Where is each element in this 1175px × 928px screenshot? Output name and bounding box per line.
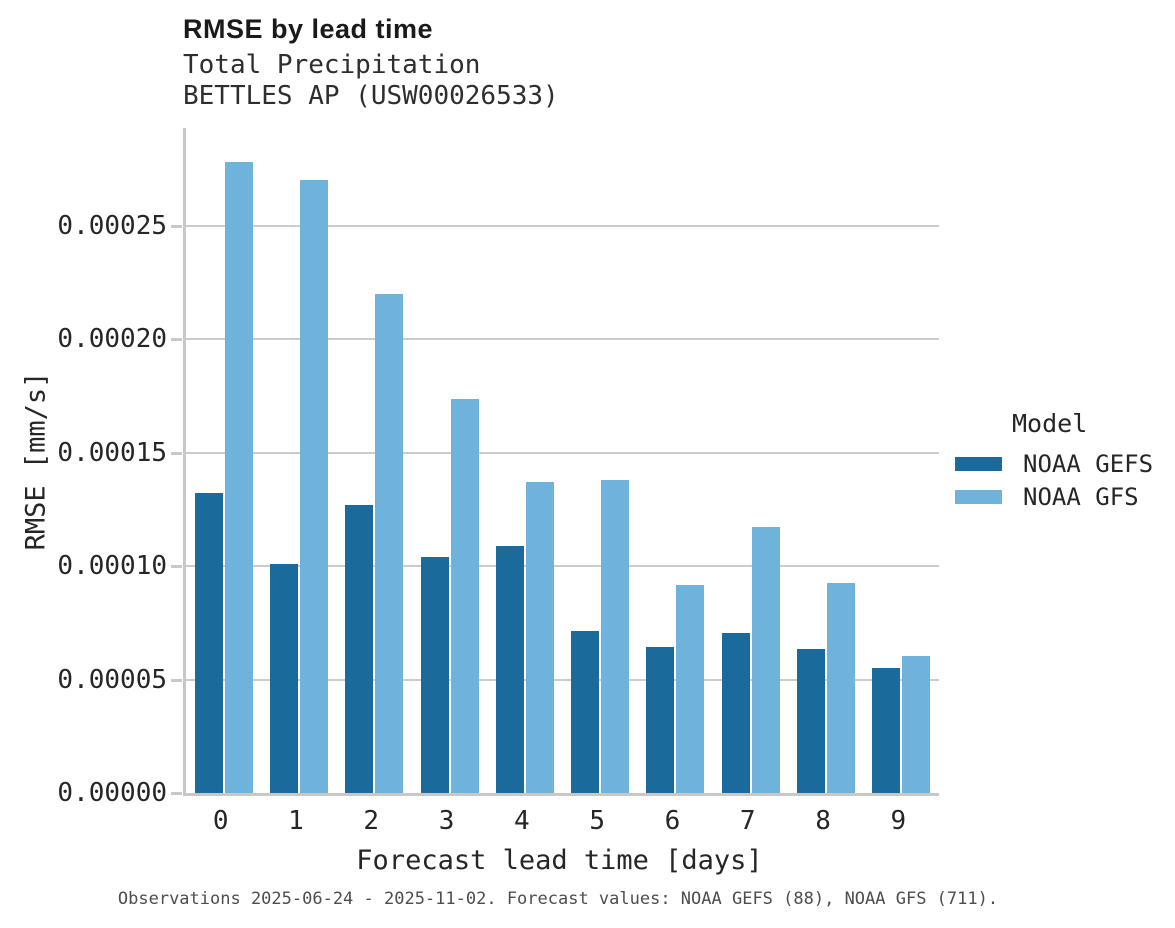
grid-line — [186, 224, 939, 227]
bar-gefs-day-4 — [495, 545, 524, 793]
legend: Model NOAA GEFS NOAA GFS — [955, 410, 1153, 513]
y-tick-label: 0.00015 — [57, 437, 167, 468]
y-tick-mark — [171, 565, 182, 569]
legend-entry-gefs: NOAA GEFS — [955, 447, 1153, 480]
chart-subtitle-variable: Total Precipitation — [183, 50, 481, 80]
chart-title: RMSE by lead time — [183, 14, 434, 44]
x-tick-label: 6 — [664, 806, 681, 836]
bar-gfs-day-0 — [224, 162, 253, 793]
bar-gfs-day-6 — [676, 585, 705, 793]
bar-gefs-day-3 — [420, 556, 449, 793]
bar-gefs-day-6 — [646, 646, 675, 793]
bar-gfs-day-4 — [525, 482, 554, 793]
y-tick-mark — [171, 224, 182, 228]
x-tick-label: 0 — [212, 806, 229, 836]
bar-gfs-day-8 — [827, 583, 856, 793]
y-tick-mark — [171, 338, 182, 342]
x-tick-label: 1 — [288, 806, 304, 836]
bar-gfs-day-3 — [450, 399, 479, 793]
bar-gefs-day-2 — [345, 504, 374, 793]
y-tick-mark — [171, 451, 182, 455]
bar-gefs-day-0 — [194, 493, 223, 793]
plot-area — [183, 128, 939, 796]
bar-gefs-day-7 — [721, 633, 750, 793]
footer-caption: Observations 2025-06-24 - 2025-11-02. Fo… — [117, 889, 999, 909]
x-tick-label: 7 — [739, 806, 756, 836]
x-tick-label: 3 — [438, 806, 455, 836]
x-tick-label: 2 — [363, 806, 380, 836]
x-tick-label: 9 — [890, 806, 907, 836]
x-tick-label: 4 — [514, 806, 530, 836]
legend-swatch-gfs — [955, 489, 1002, 504]
y-tick-mark — [171, 678, 182, 682]
grid-line — [186, 338, 939, 341]
y-tick-mark — [171, 792, 182, 795]
y-tick-label: 0.00025 — [57, 210, 167, 241]
bar-gfs-day-9 — [902, 655, 931, 793]
bar-gfs-day-1 — [299, 180, 328, 793]
x-tick-label: 5 — [589, 806, 605, 836]
legend-label-gfs: NOAA GFS — [1023, 482, 1139, 511]
legend-entry-gfs: NOAA GFS — [955, 480, 1153, 513]
bar-gefs-day-8 — [797, 648, 826, 793]
legend-swatch-gefs — [955, 456, 1002, 471]
y-tick-label: 0.00000 — [57, 778, 167, 808]
x-tick-label: 8 — [815, 806, 831, 836]
bar-gfs-day-2 — [375, 293, 404, 793]
bar-gefs-day-1 — [269, 563, 298, 793]
chart-header: RMSE by lead time Total Precipitation BE… — [183, 14, 559, 112]
grid-line — [186, 451, 939, 454]
y-tick-label: 0.00010 — [57, 551, 167, 582]
grid-line — [186, 565, 939, 568]
bar-gefs-day-9 — [872, 668, 901, 793]
bar-gfs-day-5 — [601, 479, 630, 793]
grid-line — [186, 678, 939, 681]
y-tick-label: 0.00005 — [57, 664, 167, 695]
x-axis-title: Forecast lead time [days] — [356, 845, 763, 876]
bar-gfs-day-7 — [751, 527, 780, 793]
legend-title: Model — [1012, 409, 1088, 438]
y-tick-label: 0.00020 — [57, 324, 167, 355]
chart-subtitle-station: BETTLES AP (USW00026533) — [183, 81, 559, 111]
bar-gefs-day-5 — [571, 630, 600, 793]
legend-label-gefs: NOAA GEFS — [1023, 449, 1154, 478]
